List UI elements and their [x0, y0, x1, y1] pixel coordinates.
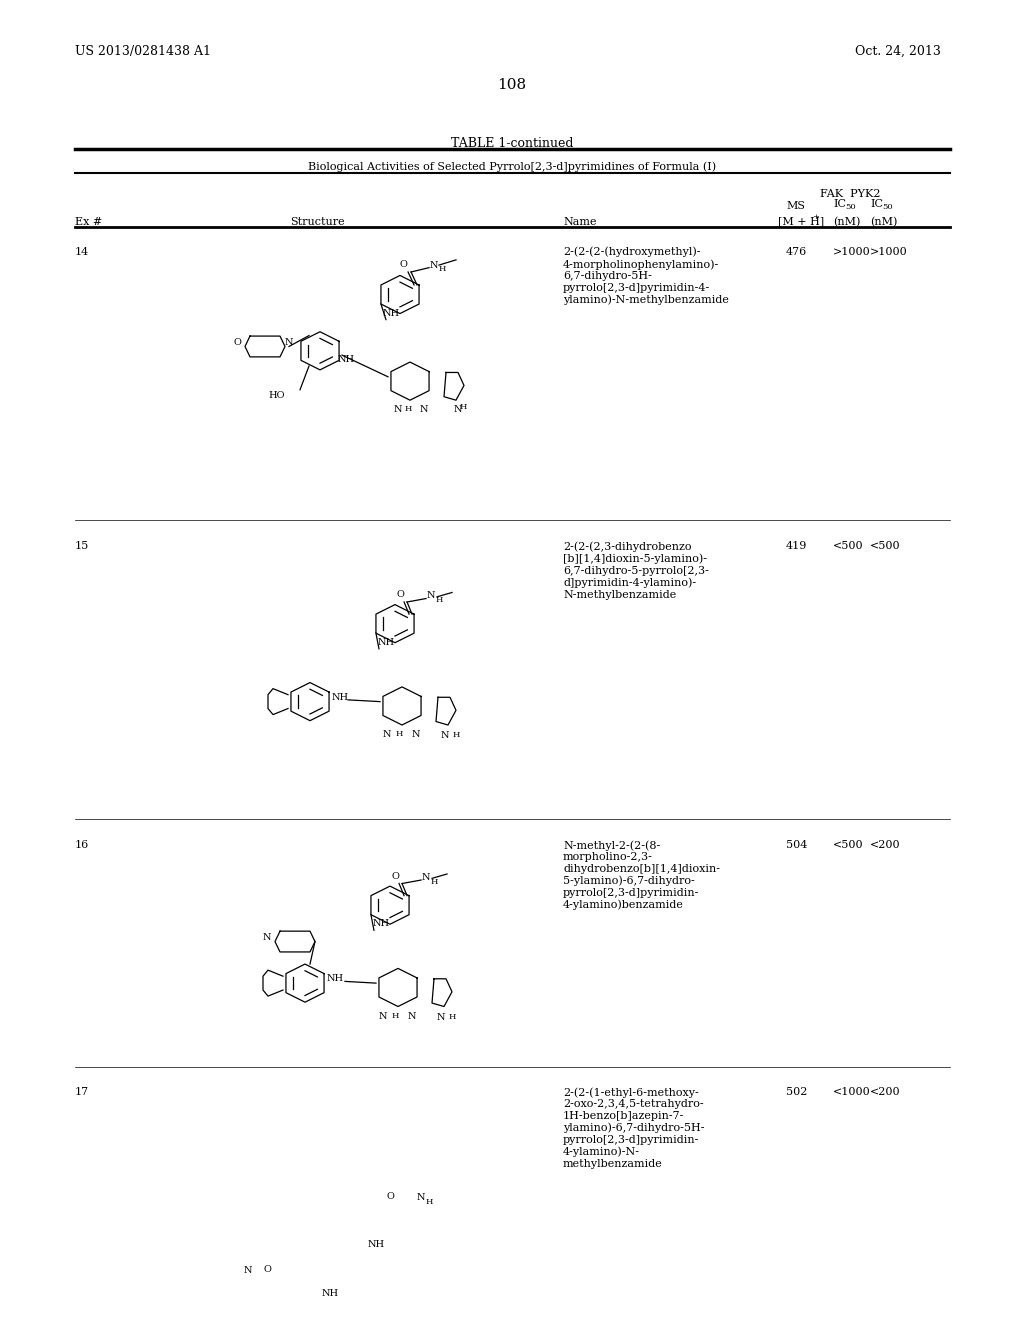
Text: H: H: [453, 731, 461, 739]
Text: N: N: [417, 1193, 426, 1203]
Text: O: O: [386, 1192, 394, 1201]
Text: H: H: [396, 730, 403, 738]
Text: <1000: <1000: [833, 1088, 870, 1097]
Text: [M + H]: [M + H]: [778, 216, 824, 227]
Text: NH: NH: [373, 919, 390, 928]
Text: NH: NH: [327, 974, 344, 983]
Text: (nM): (nM): [870, 216, 897, 227]
Text: O: O: [391, 873, 399, 880]
Text: H: H: [430, 878, 437, 886]
Text: N: N: [422, 873, 430, 882]
Text: N: N: [383, 730, 391, 739]
Text: <500: <500: [833, 841, 863, 850]
Text: <200: <200: [870, 1088, 901, 1097]
Text: IC: IC: [833, 199, 846, 210]
Text: 16: 16: [75, 841, 89, 850]
Text: NH: NH: [338, 355, 354, 364]
Text: N: N: [420, 405, 428, 414]
Text: <500: <500: [833, 541, 863, 552]
Text: US 2013/0281438 A1: US 2013/0281438 A1: [75, 45, 211, 58]
Text: MS: MS: [786, 201, 805, 211]
Text: 504: 504: [786, 841, 807, 850]
Text: N: N: [440, 731, 450, 741]
Text: HO: HO: [268, 391, 285, 400]
Text: N: N: [427, 591, 435, 601]
Text: <200: <200: [870, 841, 901, 850]
Text: IC: IC: [870, 199, 883, 210]
Text: Name: Name: [563, 216, 597, 227]
Text: O: O: [263, 1265, 271, 1274]
Text: Structure: Structure: [290, 216, 345, 227]
Text: 2-(2-(2-(hydroxymethyl)-
4-morpholinophenylamino)-
6,7-dihydro-5H-
pyrrolo[2,3-d: 2-(2-(2-(hydroxymethyl)- 4-morpholinophe…: [563, 247, 729, 305]
Text: +: +: [812, 213, 819, 220]
Text: 15: 15: [75, 541, 89, 552]
Text: <500: <500: [870, 541, 901, 552]
Text: H: H: [438, 265, 445, 273]
Text: N: N: [285, 338, 294, 347]
Text: N: N: [437, 1012, 445, 1022]
Text: N: N: [263, 933, 271, 941]
Text: H: H: [435, 597, 442, 605]
Text: H: H: [406, 405, 413, 413]
Text: (nM): (nM): [833, 216, 860, 227]
Text: NH: NH: [332, 693, 349, 702]
Text: O: O: [233, 338, 241, 347]
Text: FAK  PYK2: FAK PYK2: [820, 189, 881, 199]
Text: TABLE 1-continued: TABLE 1-continued: [451, 137, 573, 150]
Text: O: O: [399, 260, 407, 269]
Text: 2-(2-(1-ethyl-6-methoxy-
2-oxo-2,3,4,5-tetrahydro-
1H-benzo[b]azepin-7-
ylamino): 2-(2-(1-ethyl-6-methoxy- 2-oxo-2,3,4,5-t…: [563, 1088, 705, 1168]
Text: 17: 17: [75, 1088, 89, 1097]
Text: N: N: [430, 260, 438, 269]
Text: 14: 14: [75, 247, 89, 257]
Text: 419: 419: [786, 541, 807, 552]
Text: NH: NH: [378, 638, 395, 647]
Text: >1000: >1000: [833, 247, 870, 257]
Text: 502: 502: [786, 1088, 807, 1097]
Text: 50: 50: [882, 203, 893, 211]
Text: N-methyl-2-(2-(8-
morpholino-2,3-
dihydrobenzo[b][1,4]dioxin-
5-ylamino)-6,7-dih: N-methyl-2-(2-(8- morpholino-2,3- dihydr…: [563, 841, 720, 909]
Text: >1000: >1000: [870, 247, 907, 257]
Text: N: N: [394, 405, 402, 414]
Text: 476: 476: [786, 247, 807, 257]
Text: Biological Activities of Selected Pyrrolo[2,3-d]pyrimidines of Formula (I): Biological Activities of Selected Pyrrol…: [308, 161, 716, 172]
Text: Ex #: Ex #: [75, 216, 102, 227]
Text: 50: 50: [845, 203, 856, 211]
Text: NH: NH: [322, 1288, 339, 1298]
Text: NH: NH: [383, 309, 400, 318]
Text: 108: 108: [498, 78, 526, 92]
Text: N: N: [412, 730, 420, 739]
Text: N: N: [379, 1011, 387, 1020]
Text: H: H: [392, 1011, 399, 1020]
Text: N: N: [244, 1266, 252, 1275]
Text: N: N: [408, 1011, 416, 1020]
Text: NH: NH: [368, 1239, 385, 1249]
Text: H: H: [425, 1199, 432, 1206]
Text: H: H: [460, 403, 467, 411]
Text: N: N: [454, 405, 463, 414]
Text: H: H: [449, 1012, 457, 1020]
Text: Oct. 24, 2013: Oct. 24, 2013: [855, 45, 941, 58]
Text: 2-(2-(2,3-dihydrobenzo
[b][1,4]dioxin-5-ylamino)-
6,7-dihydro-5-pyrrolo[2,3-
d]p: 2-(2-(2,3-dihydrobenzo [b][1,4]dioxin-5-…: [563, 541, 709, 599]
Text: O: O: [396, 590, 404, 599]
